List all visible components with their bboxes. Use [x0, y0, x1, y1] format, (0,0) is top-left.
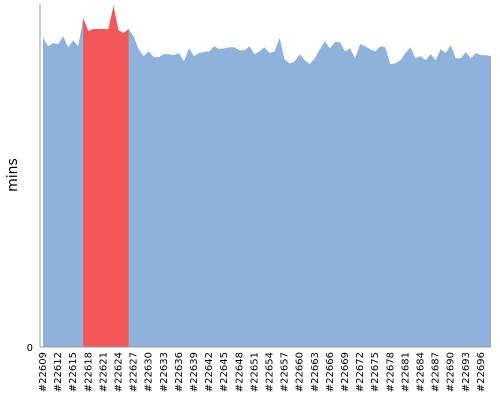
x-tick-label: #22651	[249, 352, 260, 392]
x-tick-label: #22612	[53, 352, 64, 392]
x-tick-label: #22639	[189, 352, 200, 392]
x-tick-label: #22678	[385, 352, 396, 392]
x-tick-label: #22648	[234, 352, 245, 392]
x-tick-label: #22693	[461, 352, 472, 392]
x-tick-label: #22675	[370, 352, 381, 392]
x-tick-label: #22687	[431, 352, 442, 392]
x-tick-label: #22657	[280, 352, 291, 392]
x-tick-label: #22642	[204, 352, 215, 392]
x-tick-label: #22633	[159, 352, 170, 392]
y-axis-label: mins	[5, 158, 21, 192]
y-tick-label: 0	[27, 343, 33, 354]
plot-region	[39, 4, 491, 348]
series-area	[43, 6, 491, 348]
x-tick-label: #22609	[38, 352, 49, 392]
x-tick-label: #22618	[83, 352, 94, 392]
x-tick-label: #22660	[295, 352, 306, 392]
x-tick-label: #22636	[174, 352, 185, 392]
x-tick-label: #22630	[144, 352, 155, 392]
x-tick-label: #22681	[400, 352, 411, 392]
x-tick-label: #22627	[129, 352, 140, 392]
x-tick-label: #22666	[325, 352, 336, 392]
x-tick-label: #22621	[98, 352, 109, 392]
x-tick-label: #22624	[114, 352, 125, 392]
x-tick-label: #22669	[340, 352, 351, 392]
y-ticks: 0	[27, 343, 33, 354]
x-tick-label: #22696	[476, 352, 487, 392]
x-tick-label: #22684	[416, 352, 427, 392]
x-tick-label: #22615	[68, 352, 79, 392]
x-ticks: #22609 #22612 #22615 #22618 #22621 #22624 #226…	[38, 352, 487, 392]
x-tick-label: #22654	[265, 352, 276, 392]
highlight-area	[83, 6, 129, 348]
x-tick-label: #22663	[310, 352, 321, 392]
x-tick-label: #22645	[219, 352, 230, 392]
x-tick-label: #22672	[355, 352, 366, 392]
x-tick-label: #22690	[446, 352, 457, 392]
